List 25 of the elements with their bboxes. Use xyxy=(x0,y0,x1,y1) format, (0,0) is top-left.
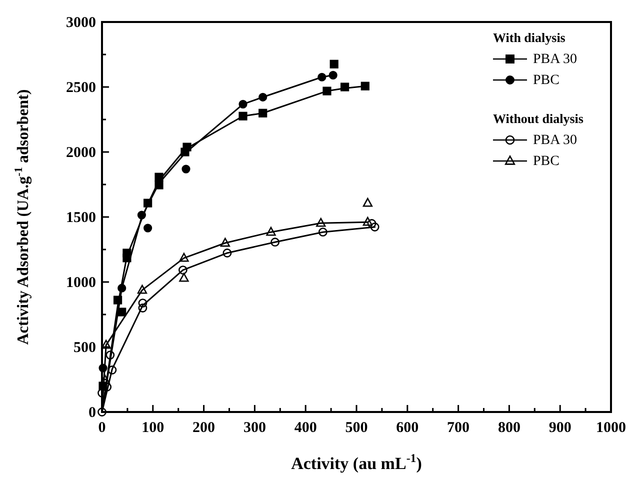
y-tick-label: 2500 xyxy=(66,80,96,96)
y-tick-label: 1500 xyxy=(66,210,96,226)
y-tick-label: 0 xyxy=(88,405,96,421)
y-tick-label: 2000 xyxy=(66,145,96,161)
x-tick-label: 800 xyxy=(498,420,520,436)
x-tick-label: 400 xyxy=(294,420,317,436)
x-tick-label: 500 xyxy=(345,420,368,436)
text: Without dialysis xyxy=(493,111,584,126)
x-tick-label: 700 xyxy=(447,420,470,436)
x-tick-label: 900 xyxy=(548,420,572,436)
legend-label: PBC xyxy=(533,154,560,169)
x-tick-label: 300 xyxy=(243,420,266,436)
x-axis-title: Activity (au mL$^{-1}$) xyxy=(291,451,422,473)
y-tick-label: 3000 xyxy=(66,15,96,31)
y-tick-label: 500 xyxy=(74,340,96,356)
x-tick-label: 1000 xyxy=(596,420,626,436)
text: With dialysis xyxy=(493,30,566,45)
legend-label: PBA 30 xyxy=(533,52,577,67)
x-tick-label: 100 xyxy=(142,420,164,436)
y-tick-label: 1000 xyxy=(66,275,96,291)
x-tick-label: 200 xyxy=(192,420,216,436)
legend-label: PBA 30 xyxy=(533,133,577,148)
x-tick-label: 0 xyxy=(98,420,106,436)
x-tick-label: 600 xyxy=(396,420,419,436)
legend-label: PBC xyxy=(533,73,560,88)
